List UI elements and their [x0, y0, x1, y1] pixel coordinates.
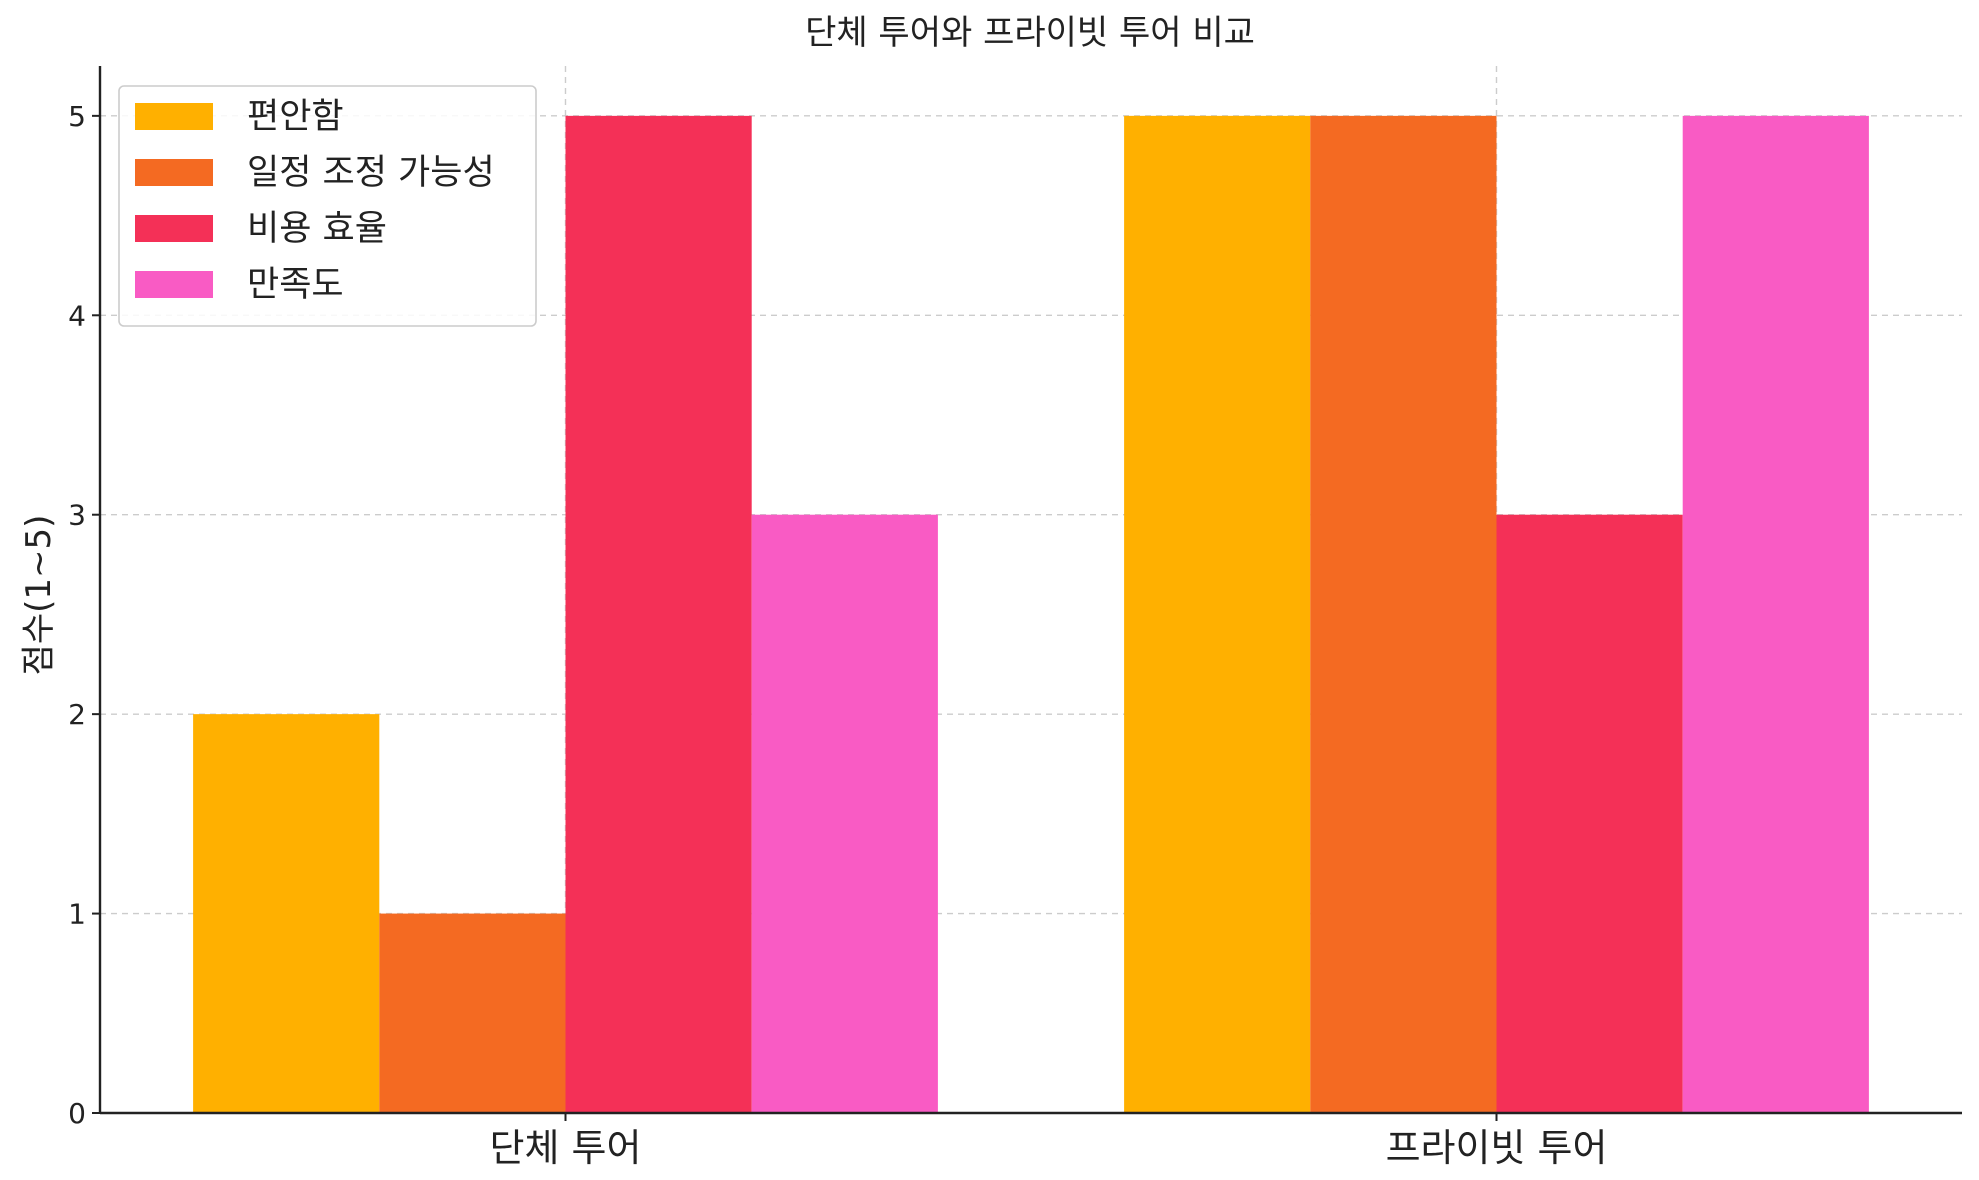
bars [193, 115, 1869, 1114]
axes [98, 66, 1962, 1115]
y-tick-label: 3 [68, 499, 86, 532]
x-category-label: 프라이빗 투어 [1386, 1126, 1608, 1170]
bar [751, 514, 938, 1113]
y-tick-label: 5 [68, 100, 86, 133]
y-tick-labels: 0 1 2 3 4 5 [68, 100, 100, 1130]
legend-swatch [135, 103, 213, 130]
bar [1124, 115, 1311, 1114]
x-category-label: 단체 투어 [490, 1126, 642, 1170]
legend-label: 일정 조정 가능성 [247, 153, 495, 193]
x-category-labels: 단체 투어 프라이빗 투어 [490, 1113, 1608, 1170]
bar [193, 714, 380, 1113]
bar [1682, 115, 1869, 1114]
y-tick-label: 4 [68, 299, 86, 332]
y-tick-label: 2 [68, 698, 86, 731]
y-tick-label: 0 [68, 1097, 86, 1130]
legend-label: 비용 효율 [247, 209, 387, 249]
bar [379, 913, 566, 1113]
bar [1310, 115, 1497, 1114]
y-axis-label: 점수(1~5) [19, 515, 59, 676]
legend-label: 만족도 [247, 265, 344, 305]
legend-swatch [135, 271, 213, 298]
bar [1496, 514, 1683, 1113]
y-tick-label: 1 [68, 898, 86, 931]
legend-swatch [135, 159, 213, 186]
bar [565, 115, 752, 1114]
chart-title: 단체 투어와 프라이빗 투어 비교 [805, 13, 1255, 53]
legend-label: 편안함 [247, 97, 344, 137]
legend-swatch [135, 215, 213, 242]
legend-box [118, 85, 537, 327]
